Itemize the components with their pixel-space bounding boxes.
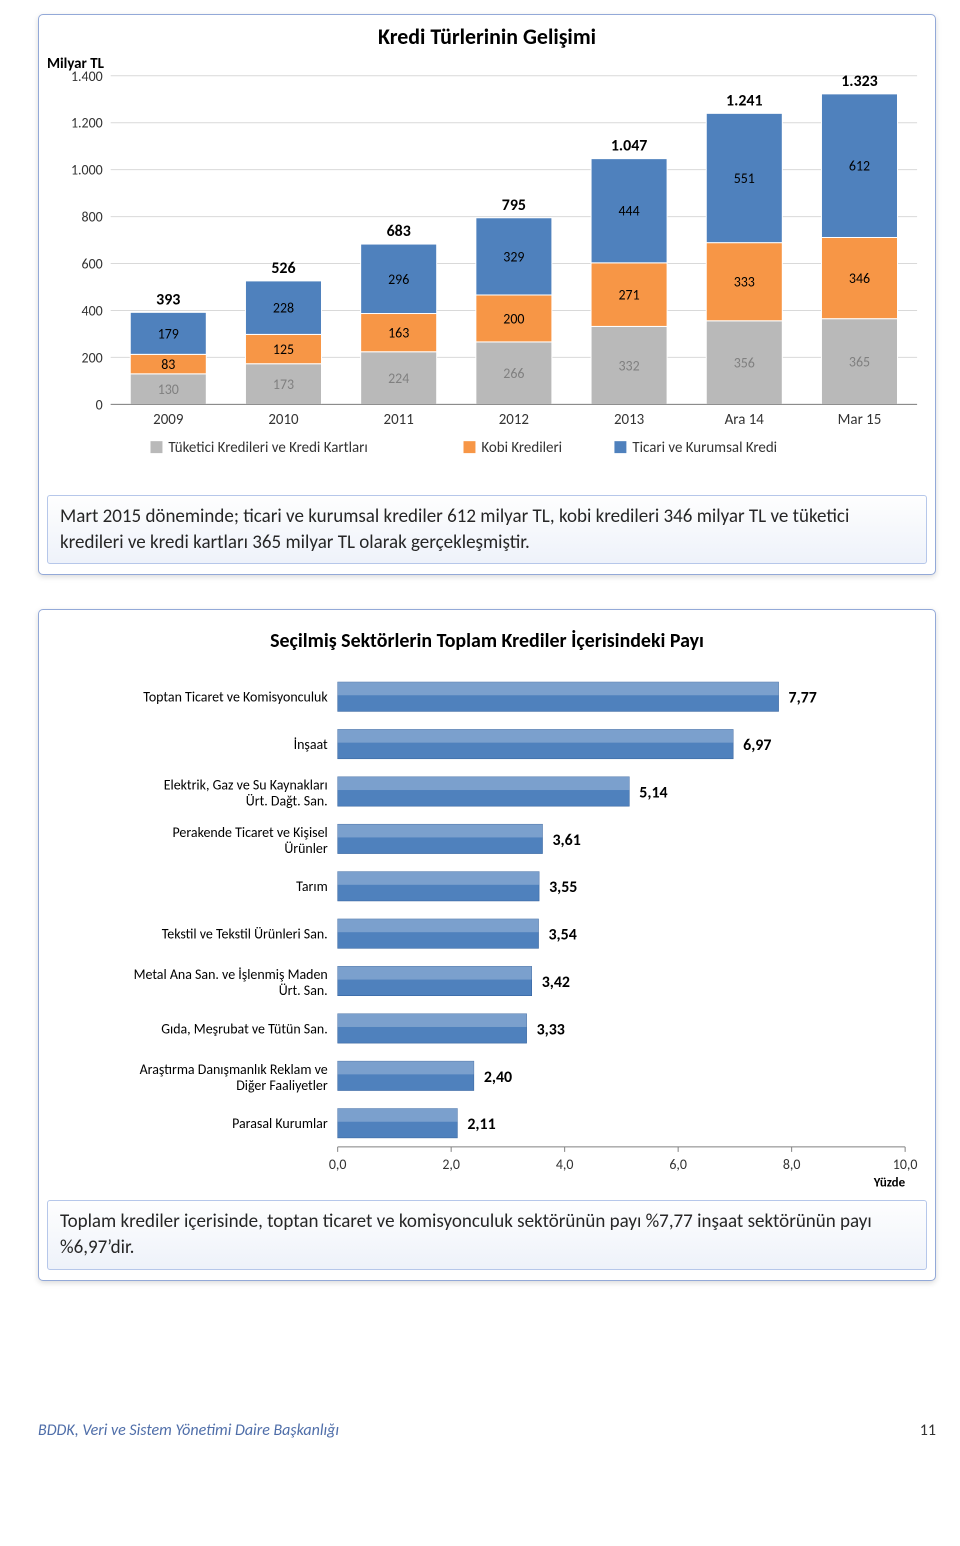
svg-text:1.200: 1.200 <box>71 115 103 132</box>
svg-text:526: 526 <box>271 259 295 278</box>
svg-text:Tarım: Tarım <box>296 879 328 896</box>
svg-text:6,0: 6,0 <box>669 1156 687 1173</box>
svg-text:3,54: 3,54 <box>549 926 577 945</box>
svg-text:800: 800 <box>82 209 103 226</box>
svg-text:365: 365 <box>849 353 870 370</box>
svg-text:2012: 2012 <box>499 411 529 429</box>
svg-text:444: 444 <box>618 203 639 220</box>
svg-text:1.047: 1.047 <box>611 137 648 156</box>
svg-text:2,0: 2,0 <box>442 1156 460 1173</box>
svg-text:130: 130 <box>158 381 179 398</box>
svg-text:2,11: 2,11 <box>467 1115 495 1134</box>
stacked-chart-caption: Mart 2015 döneminde; ticari ve kurumsal … <box>47 495 927 564</box>
svg-text:333: 333 <box>734 274 755 291</box>
svg-text:Kobi Kredileri: Kobi Kredileri <box>481 439 562 457</box>
svg-text:Tüketici Kredileri ve Kredi Ka: Tüketici Kredileri ve Kredi Kartları <box>168 439 367 457</box>
svg-text:3,33: 3,33 <box>537 1021 565 1040</box>
svg-text:83: 83 <box>161 356 175 373</box>
svg-text:1.241: 1.241 <box>726 91 763 110</box>
svg-text:266: 266 <box>503 365 524 382</box>
hbar-chart-block: Seçilmiş Sektörlerin Toplam Krediler İçe… <box>38 609 936 1280</box>
svg-text:5,14: 5,14 <box>639 784 667 803</box>
svg-text:Elektrik, Gaz ve Su Kaynakları: Elektrik, Gaz ve Su Kaynakları <box>164 777 328 794</box>
stacked-chart-block: Kredi Türlerinin GelişimiMilyar TL020040… <box>38 14 936 575</box>
svg-text:0: 0 <box>96 396 103 413</box>
svg-text:1.000: 1.000 <box>71 162 103 179</box>
svg-text:Metal Ana San. ve İşlenmiş Mad: Metal Ana San. ve İşlenmiş Maden <box>134 966 328 983</box>
svg-text:356: 356 <box>734 355 755 372</box>
svg-text:296: 296 <box>388 271 409 288</box>
svg-text:551: 551 <box>734 170 755 187</box>
svg-text:Tekstil ve Tekstil Ürünleri Sa: Tekstil ve Tekstil Ürünleri San. <box>162 926 328 943</box>
svg-text:2009: 2009 <box>153 411 184 429</box>
svg-text:4,0: 4,0 <box>556 1156 574 1173</box>
page-footer: BDDK, Veri ve Sistem Yönetimi Daire Başk… <box>38 1421 936 1440</box>
svg-text:3,55: 3,55 <box>549 879 577 898</box>
stacked-chart-svg: Kredi Türlerinin GelişimiMilyar TL020040… <box>39 15 935 495</box>
svg-text:125: 125 <box>273 341 294 358</box>
svg-text:271: 271 <box>618 287 639 304</box>
svg-text:612: 612 <box>849 158 870 175</box>
svg-text:795: 795 <box>502 196 526 215</box>
footer-left: BDDK, Veri ve Sistem Yönetimi Daire Başk… <box>38 1421 339 1440</box>
svg-text:Mar 15: Mar 15 <box>838 411 882 429</box>
svg-text:Seçilmiş Sektörlerin Toplam Kr: Seçilmiş Sektörlerin Toplam Krediler İçe… <box>270 629 704 653</box>
svg-text:228: 228 <box>273 300 294 317</box>
svg-text:Yüzde: Yüzde <box>873 1176 906 1191</box>
svg-text:Araştırma Danışmanlık Reklam v: Araştırma Danışmanlık Reklam ve <box>140 1061 328 1078</box>
svg-text:346: 346 <box>849 270 870 287</box>
svg-text:3,61: 3,61 <box>552 831 580 850</box>
svg-text:2,40: 2,40 <box>484 1068 512 1087</box>
svg-text:2013: 2013 <box>614 411 644 429</box>
svg-text:Parasal Kurumlar: Parasal Kurumlar <box>232 1115 328 1132</box>
svg-text:Ürünler: Ürünler <box>284 840 328 857</box>
svg-text:7,77: 7,77 <box>789 689 817 708</box>
svg-text:1.400: 1.400 <box>71 68 103 85</box>
svg-text:Kredi Türlerinin Gelişimi: Kredi Türlerinin Gelişimi <box>378 23 596 50</box>
svg-text:163: 163 <box>388 325 409 342</box>
svg-text:Ticari ve Kurumsal Kredi: Ticari ve Kurumsal Kredi <box>632 439 777 457</box>
svg-text:6,97: 6,97 <box>743 736 771 755</box>
svg-text:Ürt. San.: Ürt. San. <box>279 982 328 999</box>
svg-text:Ara 14: Ara 14 <box>725 411 765 429</box>
svg-text:Ürt. Dağt. San.: Ürt. Dağt. San. <box>246 793 328 810</box>
svg-text:2010: 2010 <box>268 411 299 429</box>
svg-text:2011: 2011 <box>384 411 414 429</box>
svg-text:3,42: 3,42 <box>542 973 570 992</box>
svg-text:1.323: 1.323 <box>841 72 878 91</box>
svg-text:683: 683 <box>387 222 411 241</box>
hbar-chart-caption: Toplam krediler içerisinde, toptan ticar… <box>47 1200 927 1269</box>
svg-text:332: 332 <box>618 357 639 374</box>
svg-text:600: 600 <box>82 256 103 273</box>
svg-text:Toptan Ticaret ve Komisyonculu: Toptan Ticaret ve Komisyonculuk <box>143 689 328 706</box>
svg-text:224: 224 <box>388 370 409 387</box>
svg-text:329: 329 <box>503 248 524 265</box>
footer-page-number: 11 <box>920 1421 936 1440</box>
svg-text:İnşaat: İnşaat <box>294 736 328 753</box>
svg-text:8,0: 8,0 <box>783 1156 801 1173</box>
svg-text:173: 173 <box>273 376 294 393</box>
svg-text:179: 179 <box>158 325 179 342</box>
hbar-chart-svg: Seçilmiş Sektörlerin Toplam Krediler İçe… <box>39 610 935 1200</box>
svg-text:400: 400 <box>82 302 103 319</box>
svg-text:393: 393 <box>156 290 180 309</box>
svg-text:Gıda, Meşrubat ve Tütün San.: Gıda, Meşrubat ve Tütün San. <box>161 1021 327 1038</box>
svg-text:0,0: 0,0 <box>329 1156 347 1173</box>
svg-text:Perakende Ticaret ve Kişisel: Perakende Ticaret ve Kişisel <box>173 824 328 841</box>
svg-text:200: 200 <box>503 310 524 327</box>
svg-text:10,0: 10,0 <box>893 1156 918 1173</box>
svg-text:Diğer Faaliyetler: Diğer Faaliyetler <box>236 1077 328 1094</box>
svg-text:200: 200 <box>82 349 103 366</box>
